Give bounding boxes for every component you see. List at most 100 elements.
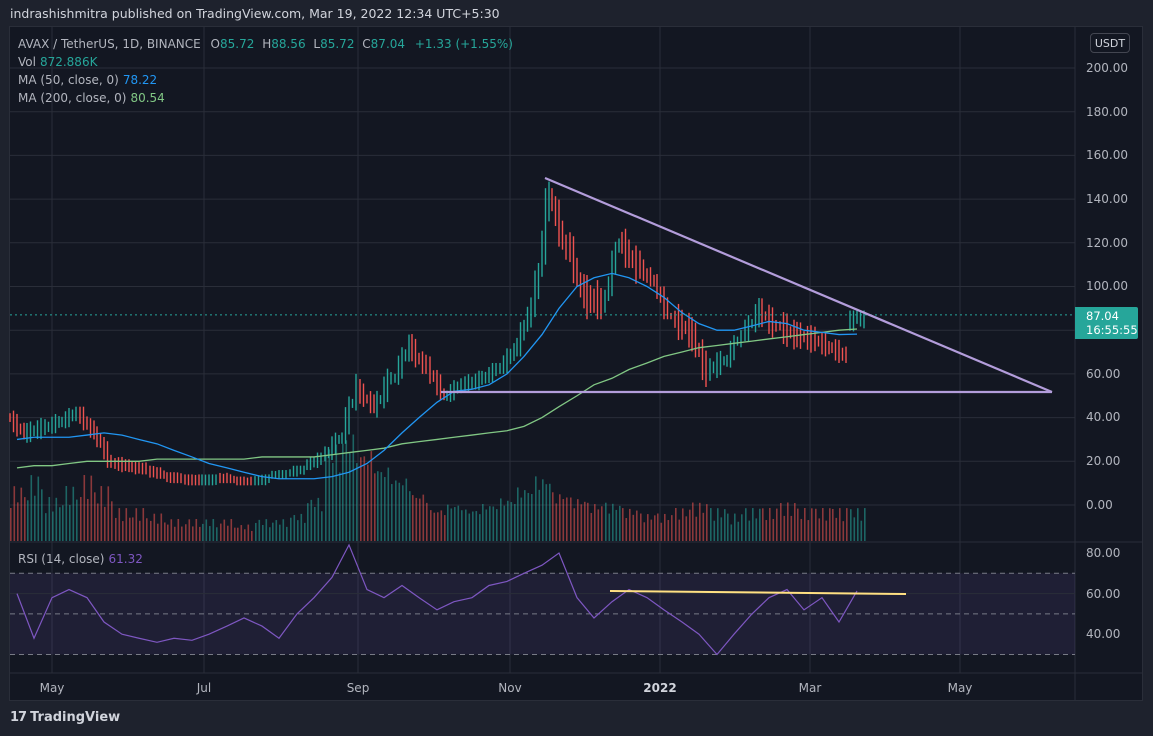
volume-bar xyxy=(34,495,36,541)
volume-bar xyxy=(384,477,386,541)
volume-bar xyxy=(342,443,344,541)
volume-legend[interactable]: Vol 872.886K xyxy=(18,55,98,69)
volume-bar xyxy=(772,518,775,541)
volume-bar xyxy=(69,505,71,541)
time-tick: Jul xyxy=(196,681,212,695)
ma50-legend[interactable]: MA (50, close, 0) 78.22 xyxy=(18,73,158,87)
high-value: 88.56 xyxy=(271,37,306,51)
price-tick: 120.00 xyxy=(1086,236,1128,250)
low-value: 85.72 xyxy=(320,37,355,51)
volume-bar xyxy=(492,506,495,541)
volume-bar xyxy=(496,509,498,541)
volume-bar xyxy=(717,508,719,541)
volume-bar xyxy=(107,486,110,541)
volume-bar xyxy=(759,508,761,541)
volume-bar xyxy=(227,525,229,541)
volume-bar xyxy=(755,518,758,541)
volume-bar xyxy=(440,510,443,541)
volume-bar xyxy=(622,508,624,541)
volume-bar xyxy=(13,486,16,541)
volume-bar xyxy=(815,508,817,541)
volume-bar xyxy=(517,487,519,541)
ma200-legend[interactable]: MA (200, close, 0) 80.54 xyxy=(18,91,165,105)
volume-bar xyxy=(275,520,278,541)
volume-bar xyxy=(545,484,548,541)
volume-bar xyxy=(244,529,246,541)
ma200-line xyxy=(16,328,858,469)
volume-bar xyxy=(325,454,327,541)
volume-bar xyxy=(629,508,631,541)
last-price-value: 87.04 xyxy=(1086,309,1119,323)
volume-bar xyxy=(590,512,593,541)
volume-bar xyxy=(800,518,803,541)
volume-bar xyxy=(290,517,292,541)
symbol-title[interactable]: AVAX / TetherUS, 1D, BINANCE xyxy=(18,37,201,51)
volume-bar xyxy=(45,513,47,541)
volume-bar xyxy=(237,527,239,541)
volume-bar xyxy=(727,513,729,541)
volume-bar xyxy=(660,522,663,541)
volume-bar xyxy=(409,491,411,541)
time-tick: May xyxy=(39,681,65,695)
price-tick: 40.00 xyxy=(1086,410,1121,424)
volume-bar xyxy=(706,504,708,541)
currency-button[interactable]: USDT xyxy=(1090,33,1130,53)
volume-bar xyxy=(864,508,866,541)
volume-bar xyxy=(797,508,799,541)
volume-bar xyxy=(615,509,618,541)
volume-bar xyxy=(335,444,338,541)
rsi-value: 61.32 xyxy=(108,552,143,566)
volume-bar xyxy=(367,464,369,541)
volume-bar xyxy=(682,508,684,541)
price-tick: 160.00 xyxy=(1086,148,1128,162)
volume-bar xyxy=(129,517,131,541)
tradingview-brand[interactable]: 17 TradingView xyxy=(10,710,120,725)
volume-bar xyxy=(395,480,397,541)
volume-bar xyxy=(832,508,834,541)
volume-bar xyxy=(380,472,383,541)
volume-bar xyxy=(272,522,274,541)
volume-bar xyxy=(597,509,600,541)
volume-bar xyxy=(671,515,673,541)
volume-bar xyxy=(220,523,222,541)
volume-bar xyxy=(577,499,579,541)
volume-bar xyxy=(212,519,215,541)
volume-bar xyxy=(765,520,768,541)
volume-bar xyxy=(720,517,723,541)
volume-bar xyxy=(829,508,831,541)
volume-bar xyxy=(776,508,778,541)
volume-bar xyxy=(234,527,236,541)
volume-bar xyxy=(405,478,408,541)
symbol-legend: AVAX / TetherUS, 1D, BINANCE O85.72 H88.… xyxy=(18,37,513,51)
volume-bar xyxy=(94,492,96,541)
volume-bar xyxy=(503,505,506,541)
volume-bar xyxy=(332,462,334,541)
volume-bar xyxy=(286,526,288,541)
volume-bar xyxy=(507,500,509,541)
volume-bar xyxy=(317,497,320,541)
rsi-legend[interactable]: RSI (14, close) 61.32 xyxy=(18,552,143,566)
volume-bar xyxy=(514,503,516,541)
rsi-line xyxy=(16,543,858,656)
volume-bar xyxy=(62,505,64,541)
volume-bar xyxy=(167,524,169,541)
tradingview-logo-icon: 17 xyxy=(10,710,27,725)
volume-bar xyxy=(454,507,456,541)
volume-bar xyxy=(780,503,782,541)
volume-bar xyxy=(433,512,436,541)
publisher-caption: indrashishmitra published on TradingView… xyxy=(10,6,500,21)
volume-bar xyxy=(846,508,848,541)
volume-bar xyxy=(860,520,863,541)
volume-bar xyxy=(349,452,351,541)
volume-bar xyxy=(17,502,19,541)
volume-bar xyxy=(695,516,698,541)
volume-bar xyxy=(255,522,257,541)
volume-bar xyxy=(363,456,366,541)
volume-bar xyxy=(811,508,813,541)
volume-bar xyxy=(269,527,271,541)
volume-bar xyxy=(391,484,393,541)
rsi-trendline xyxy=(609,590,907,595)
volume-value: 872.886K xyxy=(39,55,98,69)
volume-bar xyxy=(157,523,159,541)
